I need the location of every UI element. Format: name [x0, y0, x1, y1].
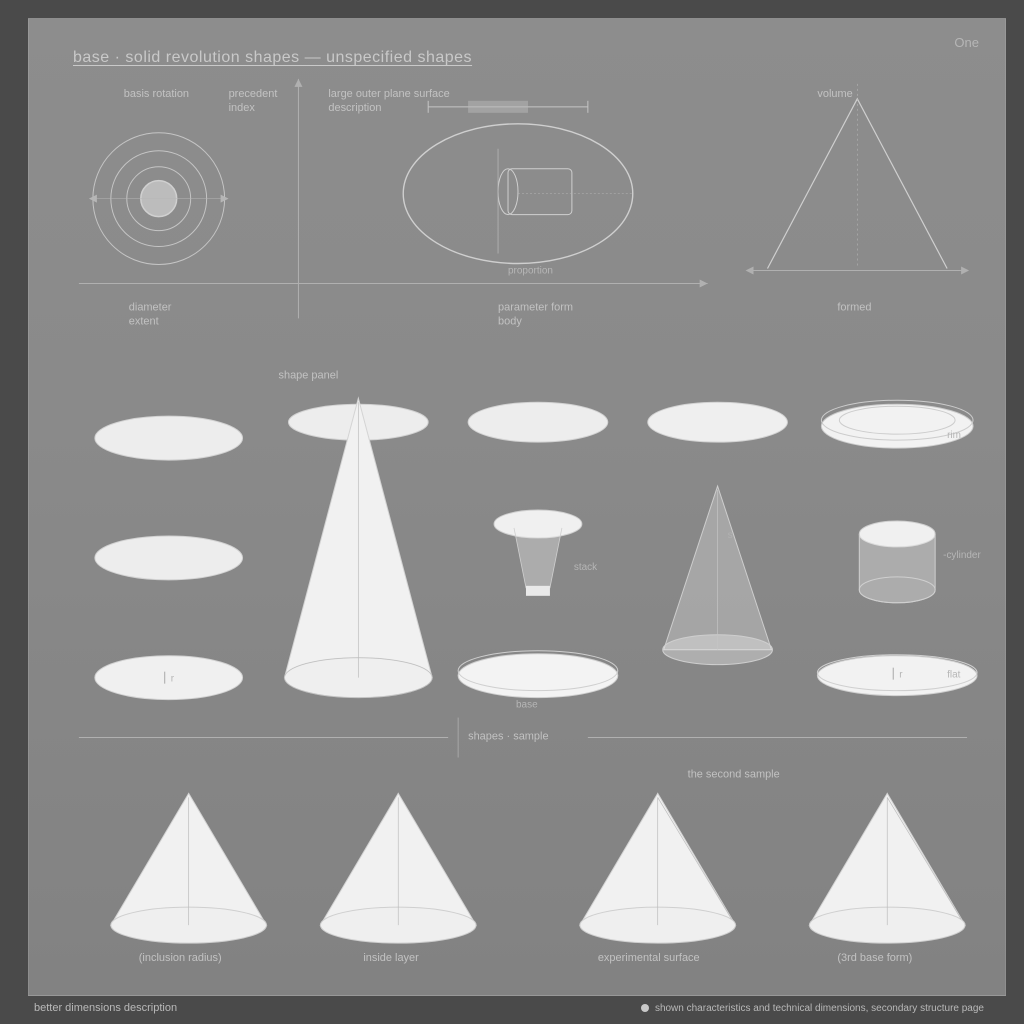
label: shape panel — [278, 369, 338, 381]
mid-ellipse-row — [95, 400, 973, 460]
label: rim — [947, 430, 961, 441]
label: formed — [837, 301, 871, 313]
label: precedent — [229, 88, 278, 100]
label: -cylinder — [943, 550, 981, 561]
diagram-svg: proportion basis rotation precedent inde… — [29, 19, 1005, 995]
footer-left: better dimensions description — [34, 1002, 177, 1014]
label: inside layer — [363, 952, 419, 964]
bottom-cone-3 — [580, 793, 736, 943]
label: experimental surface — [598, 952, 700, 964]
bottom-cone-2 — [320, 793, 476, 943]
label: parameter form — [498, 301, 573, 313]
concentric-circles-icon — [89, 133, 229, 265]
label: the second sample — [688, 768, 780, 780]
label: flat — [947, 670, 961, 681]
label: basis rotation — [124, 88, 189, 100]
tall-cone-icon — [284, 398, 432, 697]
label: stack — [574, 562, 597, 573]
bullet-icon — [641, 1004, 649, 1012]
label: base — [516, 700, 538, 711]
glass-cone-icon: s — [663, 486, 773, 665]
panel-frame: base · solid revolution shapes — unspeci… — [28, 18, 1006, 996]
footer-right-text: shown characteristics and technical dime… — [655, 1003, 984, 1014]
ellipse-detail-icon — [403, 101, 633, 264]
small-cylinder-icon — [859, 521, 935, 603]
footer-right: shown characteristics and technical dime… — [641, 1003, 984, 1014]
bottom-cone-1 — [111, 793, 267, 943]
triangle-outline-icon — [746, 84, 970, 275]
mid-row2: s stack -cylinder — [95, 486, 982, 665]
label: diameter — [129, 301, 172, 313]
label: index — [229, 102, 256, 114]
label: description — [328, 102, 381, 114]
bottom-cone-4 — [809, 793, 965, 943]
divider-label: shapes · sample — [468, 731, 548, 743]
proportion-label: proportion — [508, 265, 553, 276]
pedestal-icon — [494, 510, 582, 596]
label: extent — [129, 315, 159, 327]
svg-text:s: s — [728, 530, 733, 541]
label: (inclusion radius) — [139, 952, 222, 964]
mid-row3: r r — [95, 651, 977, 700]
label: large outer plane surface — [328, 88, 449, 100]
label: volume — [817, 88, 852, 100]
label: body — [498, 315, 522, 327]
label: (3rd base form) — [837, 952, 912, 964]
